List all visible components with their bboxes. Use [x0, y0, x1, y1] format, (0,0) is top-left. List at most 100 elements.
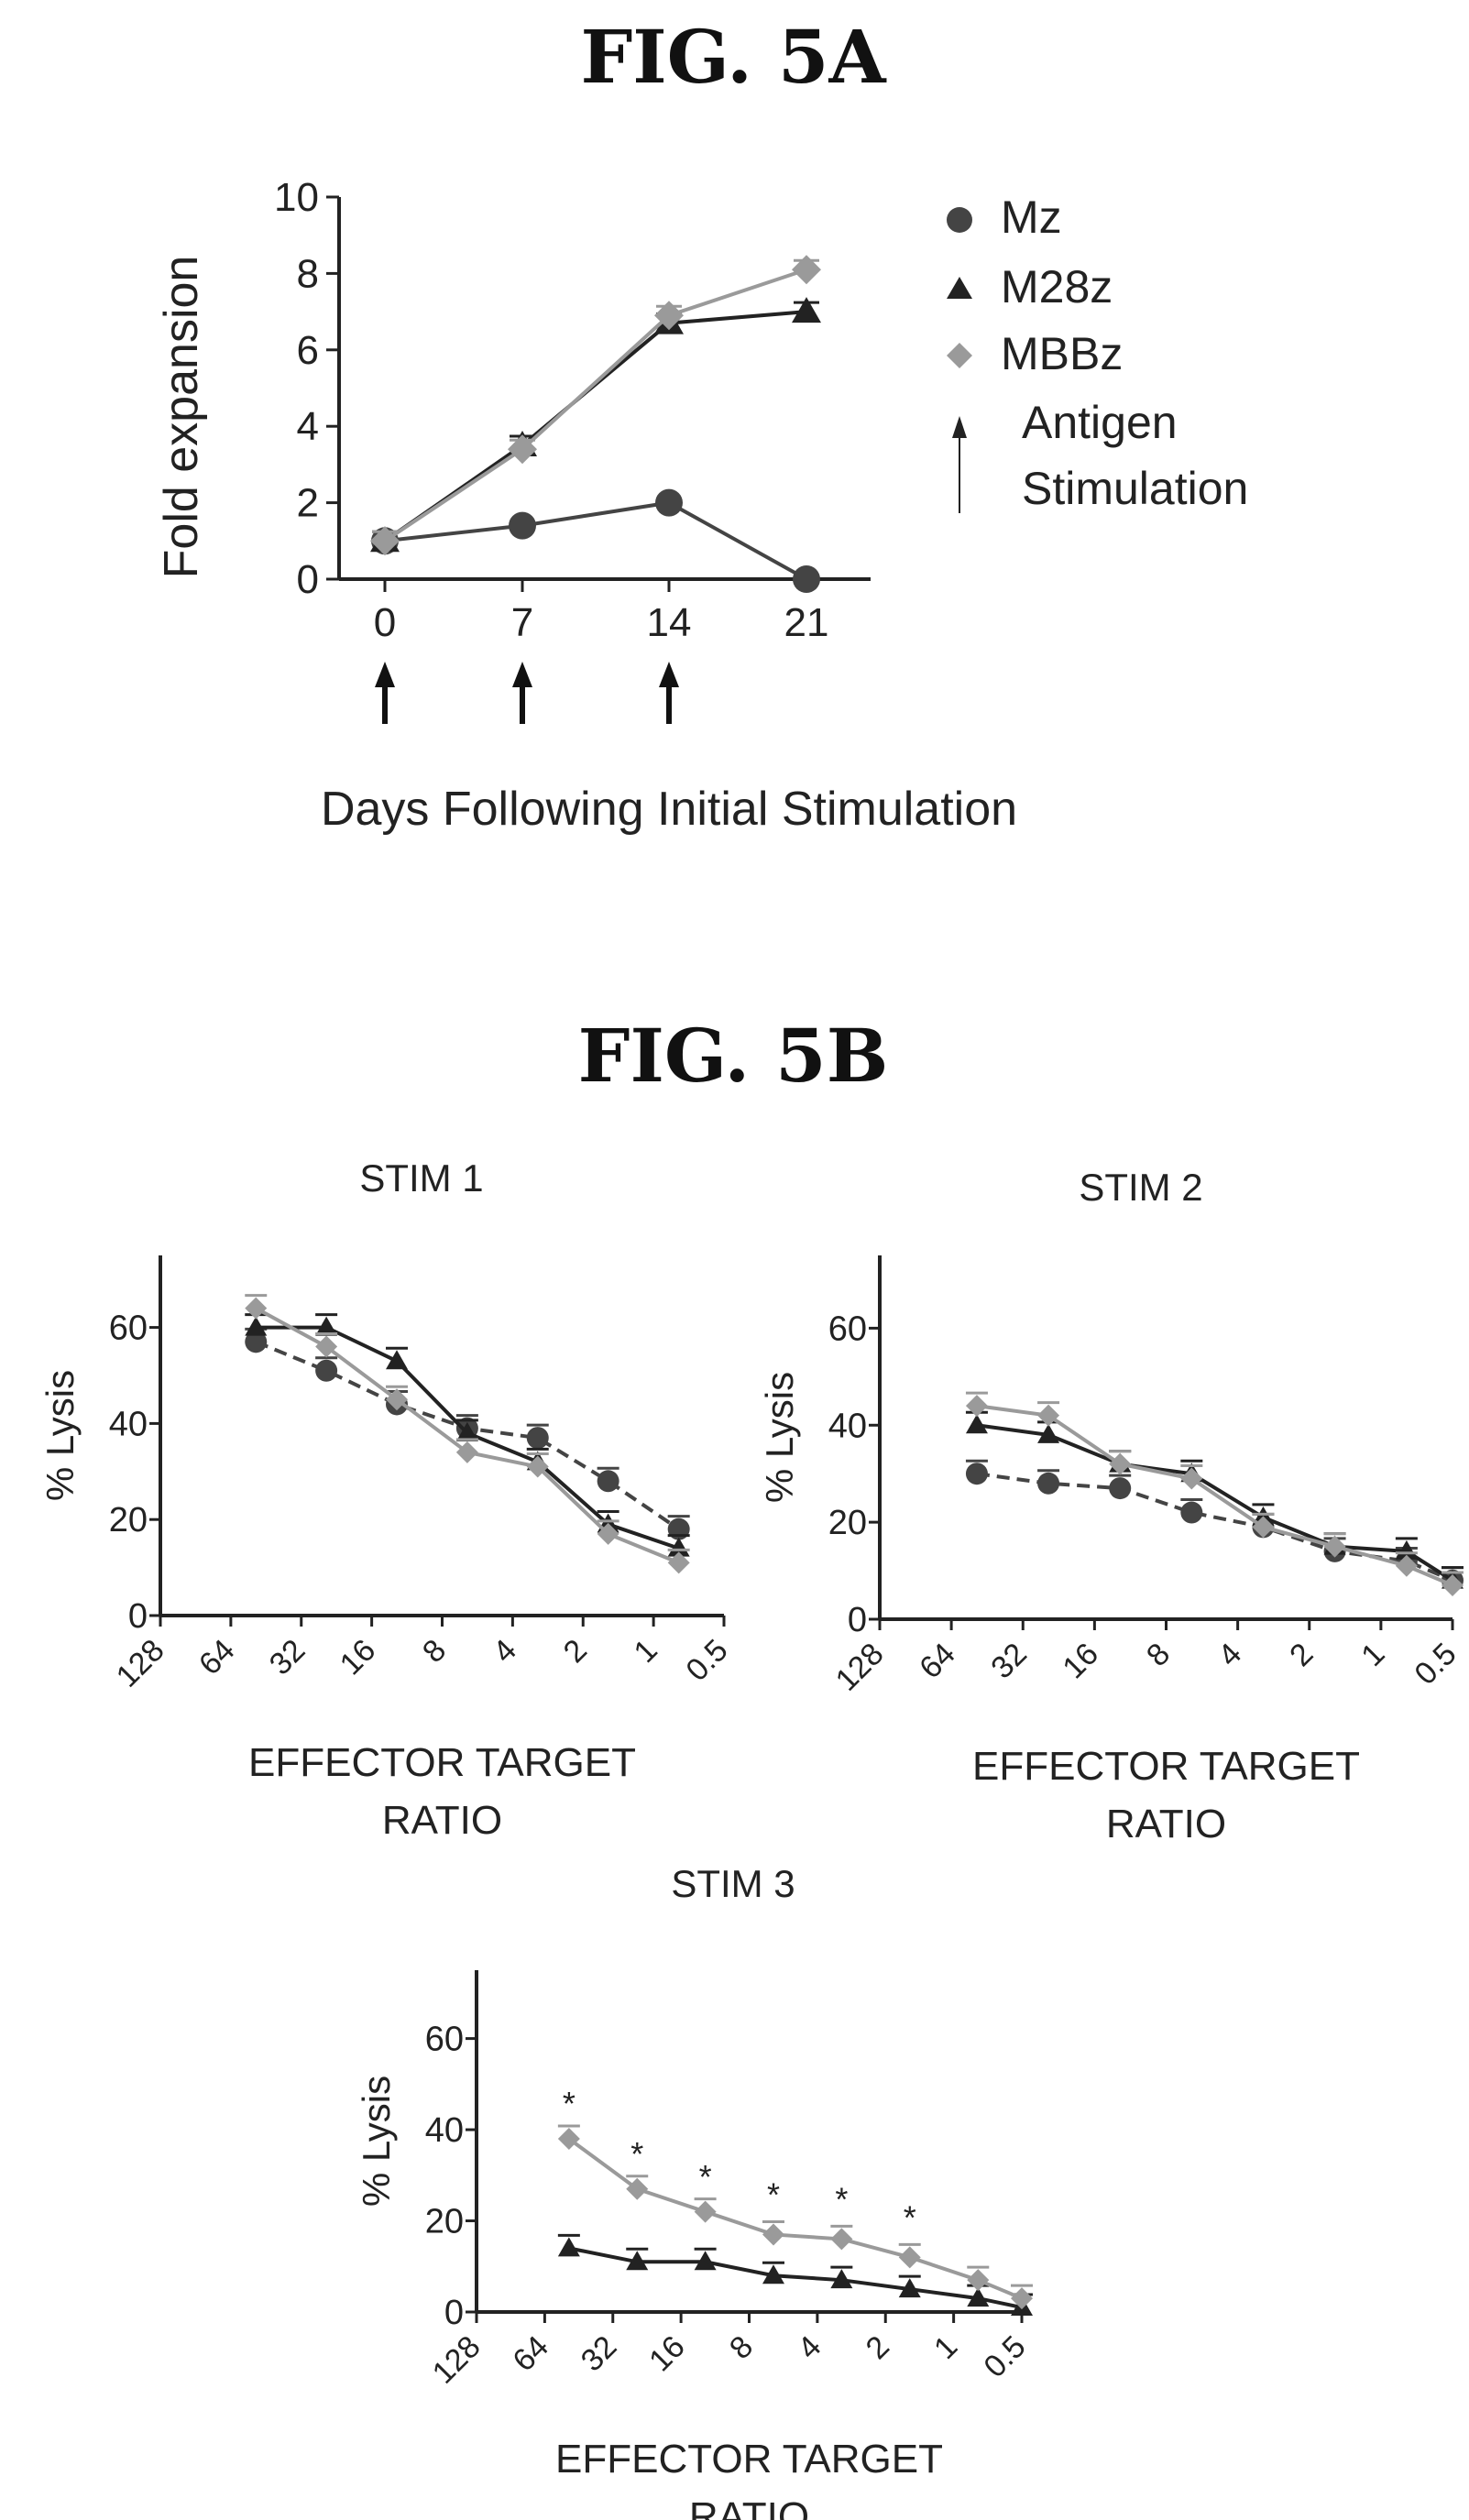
x-tick-label: 32 — [575, 2329, 624, 2379]
data-point-mbbz — [898, 2246, 921, 2269]
y-tick-label: 4 — [297, 404, 319, 449]
stim-2-chart: STIM 2 0 20 40 60 128 64 32 16 8 4 2 1 0.5 % Lysis EFFE… — [758, 1166, 1464, 1846]
stim-3-chart: STIM 3 0 20 40 60 128 64 32 16 8 4 2 1 0.5 * * * * * * % Lys… — [355, 1862, 1033, 2520]
data-point-m28z — [315, 1316, 338, 1336]
data-point-mbbz — [557, 2128, 580, 2151]
legend-item-mz: Mz — [947, 192, 1062, 243]
x-tick-label: 64 — [913, 1637, 962, 1686]
significance-annotation: * — [835, 2181, 848, 2219]
y-tick-label: 0 — [297, 557, 319, 602]
y-axis-label: % Lysis — [38, 1370, 82, 1501]
legend-marker-m28z — [947, 277, 972, 299]
data-point-mbbz — [1109, 1452, 1132, 1475]
series-line-mbbz — [976, 1404, 1453, 1587]
series-line-m28z — [976, 1423, 1454, 1583]
x-tick-label: 0 — [374, 600, 396, 645]
data-point-mbbz — [386, 1388, 409, 1411]
x-tick-label: 16 — [334, 1633, 383, 1682]
data-point-mbbz — [455, 1441, 478, 1463]
data-point-mbbz — [792, 255, 821, 285]
data-point-mbbz — [597, 1522, 619, 1545]
chart-title: STIM 1 — [359, 1156, 483, 1200]
significance-annotation: * — [563, 2085, 576, 2122]
significance-annotation: * — [904, 2199, 916, 2237]
y-tick-label: 8 — [297, 251, 319, 296]
data-point-m28z — [965, 1414, 988, 1434]
data-point-mz — [315, 1359, 338, 1382]
y-tick-label: 0 — [444, 2294, 464, 2332]
x-axis-label-line-2: RATIO — [689, 2494, 809, 2520]
y-axis-label: % Lysis — [355, 2076, 398, 2207]
up-arrow-icon — [952, 416, 967, 513]
x-tick-label: 64 — [192, 1633, 242, 1682]
y-tick-label: 20 — [425, 2203, 464, 2241]
x-tick-label: 21 — [784, 600, 829, 645]
y-tick-label: 20 — [109, 1501, 148, 1539]
data-point-m28z — [762, 2264, 784, 2284]
y-tick-label: 0 — [848, 1601, 867, 1639]
x-tick-label: 64 — [506, 2329, 555, 2379]
series-line-m28z — [383, 310, 807, 542]
data-point-mz — [1037, 1472, 1060, 1495]
significance-annotation: * — [767, 2176, 780, 2214]
y-axis-label: % Lysis — [758, 1372, 801, 1503]
data-point-m28z — [626, 2251, 649, 2271]
data-point-mz — [245, 1331, 268, 1353]
data-point-m28z — [245, 1316, 268, 1336]
data-point-mbbz — [830, 2228, 853, 2251]
x-axis-label-line-1: EFFECTOR TARGET — [555, 2437, 943, 2482]
data-point-mbbz — [245, 1297, 268, 1320]
data-point-m28z — [557, 2237, 580, 2257]
series-line-mbbz — [567, 2137, 1023, 2300]
x-axis-label-line-2: RATIO — [1106, 1802, 1226, 1846]
y-tick-label: 60 — [109, 1309, 148, 1348]
series-line-mz — [384, 500, 807, 581]
x-tick-label: 2 — [557, 1633, 594, 1670]
chart-title: STIM 2 — [1079, 1166, 1202, 1209]
x-tick-label: 1 — [927, 2329, 964, 2366]
fig-5a-chart: 0 2 4 6 8 10 0 7 14 21 Fold expansion Days Followin… — [155, 175, 1017, 836]
legend-label-m28z: M28z — [1001, 261, 1113, 312]
x-tick-label: 2 — [860, 2329, 896, 2366]
y-tick-label: 60 — [828, 1309, 867, 1348]
y-tick-label: 10 — [274, 175, 319, 220]
data-point-m28z — [1252, 1506, 1275, 1526]
data-point-mbbz — [694, 2200, 717, 2223]
x-tick-label: 8 — [723, 2329, 760, 2366]
data-point-mbbz — [762, 2223, 784, 2246]
legend-label-antigen: Antigen — [1022, 397, 1178, 448]
y-tick-label: 20 — [828, 1504, 867, 1542]
data-point-mbbz — [667, 1551, 690, 1574]
chart-title: STIM 3 — [671, 1862, 795, 1905]
legend-label-mbbz: MBBz — [1001, 328, 1123, 379]
stim-1-chart: STIM 1 0 20 40 60 128 64 32 16 8 4 2 1 0.5 % Lysis EFFE… — [38, 1156, 735, 1843]
fig-5b-title: FIG. 5B — [578, 1013, 889, 1099]
y-tick-label: 2 — [297, 481, 319, 526]
x-tick-label: 128 — [426, 2329, 488, 2391]
x-tick-label: 0.5 — [679, 1633, 734, 1688]
data-point-m28z — [1395, 1539, 1418, 1560]
y-tick-label: 60 — [425, 2021, 464, 2059]
y-tick-label: 40 — [828, 1407, 867, 1445]
x-tick-label: 7 — [511, 600, 533, 645]
legend-item-m28z: M28z — [947, 261, 1113, 312]
data-point-mbbz — [965, 1395, 988, 1418]
significance-annotation: * — [699, 2158, 712, 2196]
data-point-m28z — [667, 1537, 690, 1557]
legend-marker-mbbz — [947, 343, 972, 368]
data-point-mbbz — [526, 1455, 549, 1478]
x-tick-label: 8 — [416, 1633, 453, 1670]
data-point-mbbz — [1037, 1404, 1060, 1427]
fig-5a-title: FIG. 5A — [580, 14, 886, 100]
data-point-m28z — [898, 2278, 921, 2298]
x-tick-label: 128 — [110, 1633, 171, 1694]
x-tick-label: 0.5 — [977, 2329, 1032, 2384]
y-tick-label: 40 — [109, 1405, 148, 1443]
data-point-mbbz — [508, 434, 537, 465]
data-point-m28z — [455, 1421, 478, 1441]
stimulation-arrow-icon — [659, 662, 679, 724]
data-point-mz — [1180, 1501, 1203, 1524]
data-point-mz — [526, 1427, 549, 1450]
x-tick-label: 1 — [628, 1633, 664, 1670]
